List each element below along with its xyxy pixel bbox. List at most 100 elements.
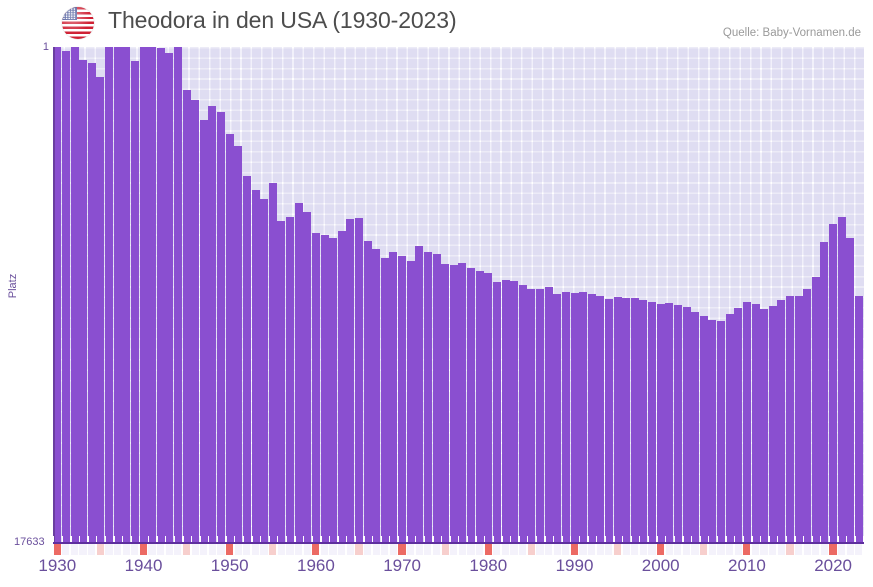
bar [527,289,536,543]
bar [613,297,622,543]
x-axis-marker-cell [734,544,742,555]
x-axis-tick [570,536,572,542]
bar [372,249,381,543]
x-axis-tick [139,536,141,542]
x-axis-marker-cell [398,544,406,555]
bar [380,258,389,543]
x-axis-tick [328,536,331,542]
bar [122,47,131,543]
bar [423,252,432,543]
bar [234,146,243,543]
x-axis-marker-cell [182,544,191,555]
bar [579,292,588,543]
x-axis-tick [346,536,348,542]
x-axis-tick [527,536,529,542]
x-axis-marker-cell [294,544,303,555]
x-axis-tick [389,536,391,542]
x-axis-label-2000: 2000 [641,556,680,575]
x-axis-marker-cell [613,544,622,555]
bar [53,47,62,543]
bar [656,304,665,543]
x-axis-tick [665,536,667,542]
bar [139,47,148,543]
x-axis-tick [682,536,684,542]
x-axis-tick [53,536,55,542]
x-axis-tick [423,536,425,542]
x-axis-marker-cell [700,544,708,555]
x-axis-tick [690,536,693,542]
x-axis-label-1990: 1990 [555,556,594,575]
x-axis-marker-cell [751,544,760,555]
x-axis-marker-cell [70,544,79,555]
x-axis-marker-cell [251,544,260,555]
x-axis-marker-cell [424,544,432,555]
x-axis-tick [354,536,356,542]
bar [286,217,295,543]
x-axis-marker-cell [717,544,725,555]
bar [786,296,794,543]
x-axis-marker-cell [467,544,475,555]
x-axis-tick [147,536,150,542]
x-axis-marker-cell [62,544,70,555]
x-axis-marker-cell [812,544,820,555]
x-axis-tick [785,536,787,542]
x-axis-marker-cell [682,544,691,555]
x-axis-marker-cell [562,544,570,555]
x-axis-labels: 1930 1940 1950 1960 1970 1980 1990 2000 2010 2020 [38,556,864,582]
bar [432,254,441,543]
x-axis-tick [87,536,89,542]
x-axis-tick [466,536,469,542]
x-axis-tick [311,536,313,542]
x-axis-marker-cell [174,544,182,555]
bar [570,292,579,543]
x-axis-tick [182,536,184,542]
x-axis-marker-cell [432,544,441,555]
x-axis-marker-cell [743,544,751,555]
x-axis-marker-cell [657,544,665,555]
x-axis-marker-cell [725,544,734,555]
x-axis-tick [621,536,624,542]
x-axis-tick [61,536,63,542]
bar-series [53,47,864,543]
x-axis-marker-cell [208,544,216,555]
bar [854,296,863,543]
x-axis-tick [371,536,374,542]
bar [501,280,510,543]
bar [811,277,820,543]
x-axis-tick [449,536,451,542]
x-axis-marker-cell [458,544,466,555]
bar [79,60,88,543]
x-axis-marker-cell [122,544,130,555]
x-axis-marker-cell [148,544,156,555]
x-axis-tick [716,536,719,542]
x-axis-tick [811,536,813,542]
x-axis-tick [234,536,236,542]
x-axis-tick [242,536,244,542]
us-flag-icon [62,7,94,39]
x-axis-marker-cell [475,544,484,555]
bar [492,282,501,543]
x-axis-marker-cell [407,544,415,555]
bar [406,261,415,543]
x-axis-tick [802,536,805,542]
bar [251,190,260,543]
x-axis-marker-cell [79,544,87,555]
x-axis-marker-cell [622,544,630,555]
x-axis-tick [604,536,606,542]
x-axis-marker-cell [829,544,837,555]
bar [604,299,613,543]
x-axis-tick [725,536,727,542]
x-axis-tick [397,536,400,542]
bar [475,271,484,543]
bar [553,294,562,543]
x-axis-tick [104,536,107,542]
x-axis-marker-cell [346,544,354,555]
bar [311,233,320,543]
x-axis-tick [492,536,494,542]
bar [363,241,372,543]
bar [837,217,846,543]
x-axis-tick [613,536,615,542]
bar [699,316,708,543]
bar [87,63,96,543]
x-axis-tick [708,536,710,542]
